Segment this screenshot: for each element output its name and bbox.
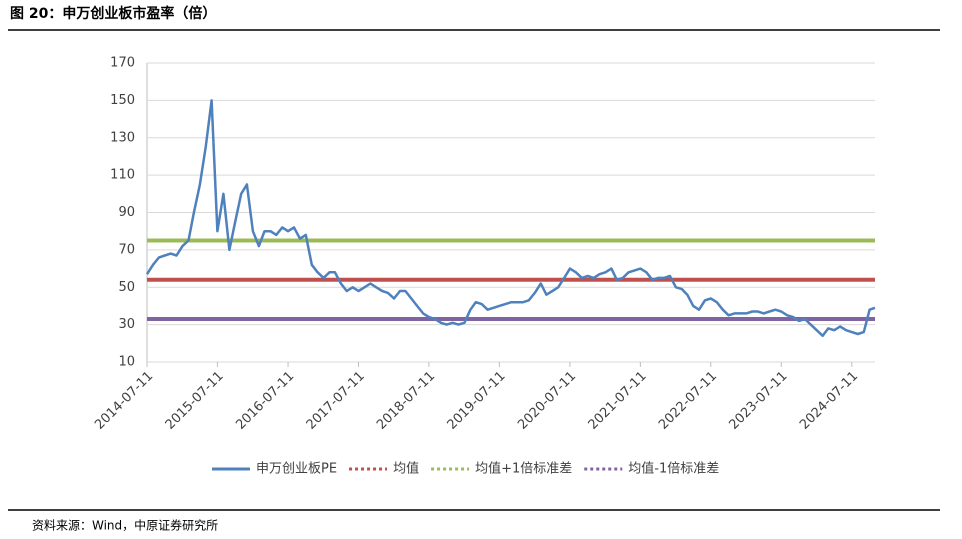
x-tick-label: 2021-07-11 bbox=[586, 369, 650, 433]
y-tick-label: 90 bbox=[118, 205, 135, 220]
x-tick-label: 2016-07-11 bbox=[233, 369, 297, 433]
x-tick-label: 2020-07-11 bbox=[515, 369, 579, 433]
x-tick-label: 2022-07-11 bbox=[656, 369, 720, 433]
x-tick-label: 2023-07-11 bbox=[726, 369, 790, 433]
x-tick-label: 2018-07-11 bbox=[374, 369, 438, 433]
legend-label: 均值-1倍标准差 bbox=[628, 461, 719, 477]
legend-label: 均值 bbox=[393, 461, 419, 477]
x-tick-label: 2024-07-11 bbox=[797, 369, 861, 433]
x-tick-label: 2017-07-11 bbox=[304, 369, 368, 433]
y-tick-label: 170 bbox=[110, 56, 135, 71]
x-tick-label: 2015-07-11 bbox=[163, 369, 227, 433]
y-tick-label: 70 bbox=[118, 242, 135, 257]
y-tick-label: 50 bbox=[118, 280, 135, 295]
legend-label: 均值+1倍标准差 bbox=[475, 461, 572, 477]
y-tick-label: 110 bbox=[110, 168, 135, 183]
y-tick-label: 150 bbox=[110, 93, 135, 108]
y-tick-label: 10 bbox=[118, 355, 135, 370]
y-tick-label: 130 bbox=[110, 130, 135, 145]
source: 资料来源：Wind，中原证券研究所 bbox=[32, 518, 218, 533]
x-tick-label: 2019-07-11 bbox=[445, 369, 509, 433]
chart-title: 图 20：申万创业板市盈率（倍） bbox=[10, 5, 216, 22]
x-tick-label: 2014-07-11 bbox=[92, 369, 156, 433]
y-tick-label: 30 bbox=[118, 317, 135, 332]
data-line bbox=[145, 99, 876, 338]
legend-label: 申万创业板PE bbox=[256, 462, 337, 477]
